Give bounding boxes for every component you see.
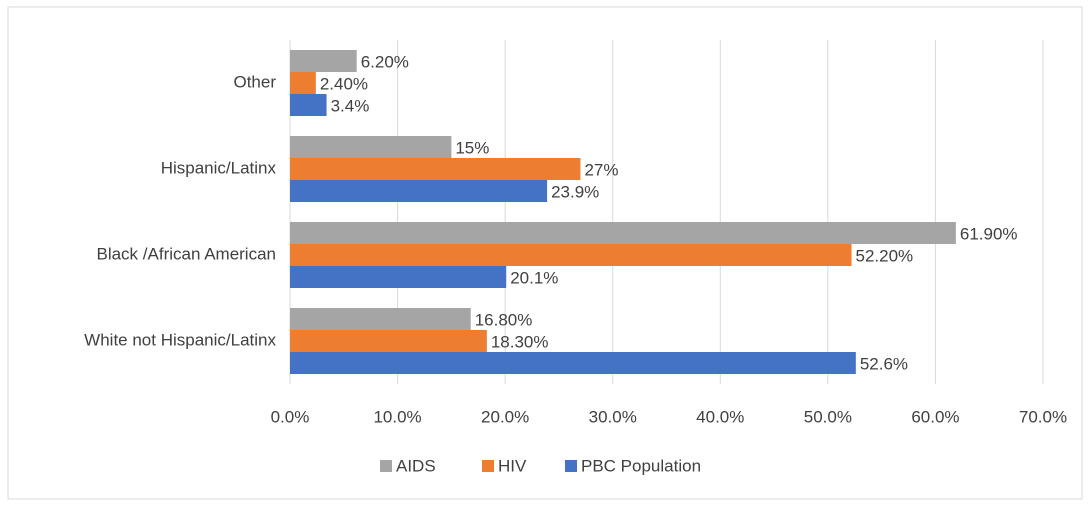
- bar: [290, 352, 856, 374]
- data-label: 61.90%: [960, 224, 1018, 243]
- legend-label: PBC Population: [581, 456, 701, 475]
- x-tick-label: 60.0%: [911, 407, 959, 426]
- data-label: 23.9%: [551, 182, 599, 201]
- x-tick-label: 10.0%: [373, 407, 421, 426]
- bar: [290, 222, 956, 244]
- y-tick-label: Hispanic/Latinx: [161, 158, 277, 177]
- x-tick-label: 30.0%: [589, 407, 637, 426]
- data-label: 52.6%: [860, 354, 908, 373]
- bar: [290, 94, 327, 116]
- x-tick-label: 20.0%: [481, 407, 529, 426]
- legend-swatch: [565, 460, 577, 472]
- bar: [290, 136, 452, 158]
- legend-swatch: [380, 460, 392, 472]
- legend-label: AIDS: [396, 456, 436, 475]
- data-label: 16.80%: [475, 310, 533, 329]
- data-label: 6.20%: [361, 52, 409, 71]
- bar: [290, 158, 581, 180]
- y-tick-label: Black /African American: [96, 244, 276, 263]
- data-label: 27%: [584, 160, 618, 179]
- data-label: 52.20%: [856, 246, 914, 265]
- x-tick-label: 40.0%: [696, 407, 744, 426]
- data-label: 3.4%: [331, 96, 370, 115]
- x-tick-label: 0.0%: [271, 407, 310, 426]
- bar: [290, 244, 852, 266]
- legend-swatch: [482, 460, 494, 472]
- data-label: 2.40%: [320, 74, 368, 93]
- legend-label: HIV: [498, 456, 527, 475]
- data-label: 18.30%: [491, 332, 549, 351]
- x-tick-label: 70.0%: [1019, 407, 1067, 426]
- bar: [290, 308, 471, 330]
- bar: [290, 50, 357, 72]
- y-tick-label: White not Hispanic/Latinx: [84, 330, 276, 349]
- bar: [290, 330, 487, 352]
- x-tick-label: 50.0%: [804, 407, 852, 426]
- bar: [290, 180, 548, 202]
- bar: [290, 266, 507, 288]
- data-label: 15%: [455, 138, 489, 157]
- bar: [290, 72, 316, 94]
- data-label: 20.1%: [510, 268, 558, 287]
- y-tick-label: Other: [233, 72, 276, 91]
